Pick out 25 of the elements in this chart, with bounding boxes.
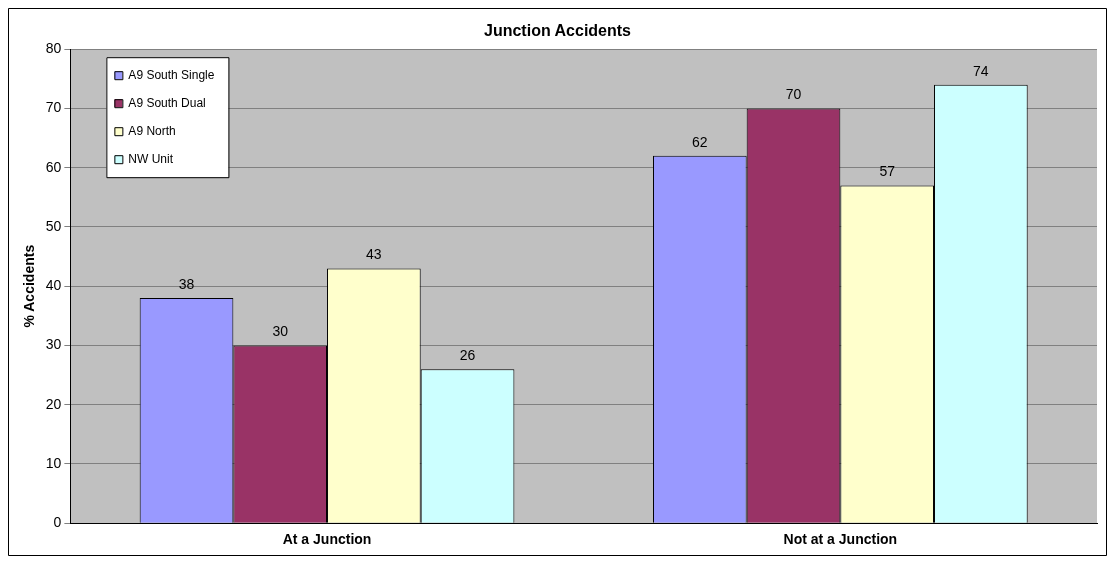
y-axis-title: % Accidents bbox=[21, 244, 38, 328]
data-label: 38 bbox=[178, 275, 195, 292]
x-tick-label: At a Junction bbox=[282, 531, 372, 548]
y-tick-label: 40 bbox=[45, 277, 62, 294]
data-label: 62 bbox=[692, 133, 708, 150]
y-tick-label: 10 bbox=[45, 454, 62, 471]
y-tick-label: 0 bbox=[53, 514, 62, 531]
data-label: 70 bbox=[785, 86, 802, 103]
legend-label: A9 North bbox=[128, 123, 176, 138]
y-tick-label: 60 bbox=[45, 158, 62, 175]
legend-label: A9 South Dual bbox=[128, 95, 206, 110]
legend-label: NW Unit bbox=[128, 151, 174, 166]
legend-label: A9 South Single bbox=[128, 67, 215, 82]
y-tick-label: 30 bbox=[45, 336, 62, 353]
y-tick-label: 20 bbox=[45, 395, 62, 412]
data-label: 26 bbox=[459, 347, 476, 364]
y-tick-label: 80 bbox=[45, 40, 62, 57]
data-label: 74 bbox=[973, 62, 989, 79]
chart-title: Junction Accidents bbox=[484, 22, 632, 40]
y-tick-label: 50 bbox=[45, 217, 62, 234]
data-label: 30 bbox=[272, 323, 289, 340]
data-label: 43 bbox=[366, 246, 382, 263]
x-tick-label: Not at a Junction bbox=[783, 531, 898, 548]
data-label: 57 bbox=[879, 163, 896, 180]
y-tick-label: 70 bbox=[45, 99, 62, 116]
